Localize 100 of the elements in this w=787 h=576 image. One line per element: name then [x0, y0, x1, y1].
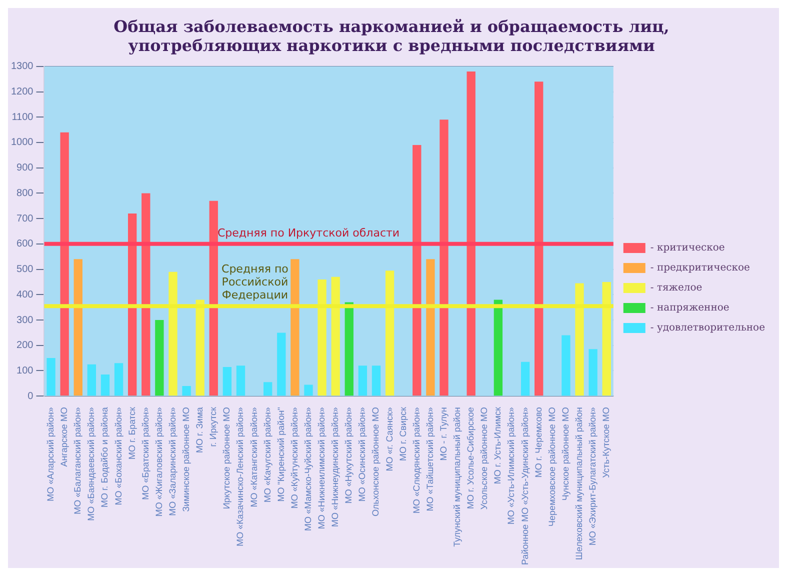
bar: [562, 335, 570, 396]
y-tick-label: 700: [16, 213, 34, 224]
x-tick-label: Черемховское районное МО: [546, 407, 557, 526]
bar: [196, 300, 204, 396]
bar: [602, 282, 611, 396]
y-tick-label: 500: [16, 264, 34, 276]
bar: [318, 279, 326, 396]
x-tick-label: г. Иркутск: [208, 407, 218, 447]
x-tick-label: МО г. Зима: [194, 407, 205, 453]
bar: [385, 270, 394, 396]
x-tick-label: МО «Аларский район»: [46, 407, 56, 502]
x-tick-label: МО «Катангский район»: [248, 407, 259, 508]
bar: [74, 259, 82, 396]
x-tick-label: МО г. Усть-Илимск: [492, 407, 503, 484]
bar: [494, 300, 503, 396]
x-tick-label: МО «Качугский район»: [262, 407, 272, 502]
bar: [588, 349, 598, 396]
ref-line-label: Средняя по Иркутской области: [217, 226, 400, 240]
bar: [440, 120, 448, 396]
x-tick-label: МО г. Бодайбо и района: [100, 407, 110, 508]
y-tick-label: 900: [16, 162, 34, 174]
bar: [534, 82, 544, 396]
x-tick-label: МО «Эхирит-Булагатский район»: [588, 407, 598, 546]
bar: [344, 302, 354, 396]
x-tick-label: МО «Тайшетский район»: [424, 407, 435, 512]
bar: [60, 132, 69, 396]
x-tick-label: Ольхонское районное МО: [370, 407, 381, 516]
bar: [412, 145, 422, 396]
y-tick-label: 800: [16, 188, 34, 199]
ref-line-label: Средняя по Российской Федерации: [222, 262, 289, 302]
x-tick-label: МО «Балаганский район»: [72, 407, 83, 514]
bar: [466, 71, 476, 396]
x-tick-label: Усть-Кутское МО: [601, 407, 612, 478]
x-tick-label: МО г. Свирск: [398, 407, 408, 462]
x-tick-label: Зиминское районное МО: [181, 407, 192, 512]
legend-label: - напряженное: [650, 302, 730, 314]
x-tick-label: Ангарское МО: [59, 407, 70, 467]
x-tick-label: МО «Братский район»: [140, 407, 150, 500]
y-tick-label: 400: [16, 289, 34, 300]
bar: [114, 363, 124, 396]
x-tick-label: Усольское районное МО: [479, 407, 490, 510]
bar: [331, 276, 340, 396]
x-tick-label: МО «Баяндаевский район»: [86, 407, 96, 521]
y-tick-label: 1200: [10, 86, 34, 98]
x-tick-label: МО «Усть-Илимский район»: [506, 407, 516, 524]
bar: [358, 366, 368, 396]
bar: [372, 366, 381, 396]
bar: [236, 366, 246, 396]
y-tick-label: 300: [16, 314, 34, 326]
legend-label: - удовлетворительное: [650, 322, 766, 334]
y-tick-label: 200: [16, 340, 34, 352]
bar: [277, 332, 286, 396]
x-tick-label: МО «Слюдянский район»: [411, 407, 422, 514]
y-tick-label: 100: [16, 365, 34, 376]
x-tick-label: МО «Нукутский район»: [344, 407, 354, 504]
x-tick-label: МО «Мамско-Чуйский район»: [302, 407, 313, 531]
x-tick-label: МО «Нижнеилимский район»: [316, 407, 327, 530]
bar: [209, 200, 218, 396]
x-tick-label: Тулунский муниципальный район: [452, 407, 462, 547]
bar: [142, 193, 150, 396]
x-tick-label: МО г. Братск: [126, 407, 137, 460]
legend-label: - предкритическое: [650, 262, 750, 274]
y-tick-label: 600: [16, 238, 34, 250]
y-tick-label: 1000: [10, 137, 34, 148]
y-tick-label: 1100: [12, 112, 34, 123]
x-tick-label: МО «Осинский район»: [357, 407, 368, 502]
x-tick-label: МО «Куйтунский район»: [289, 407, 300, 509]
x-tick-label: МО "Киренский район": [276, 407, 286, 502]
bar: [575, 283, 584, 396]
bar: [426, 259, 435, 396]
bar: [100, 374, 110, 396]
x-tick-label: Иркутское районное МО: [222, 407, 232, 510]
bar: [168, 272, 178, 396]
bar: [222, 366, 232, 396]
x-tick-label: Чунское районное МО: [560, 407, 570, 501]
x-tick-label: МО «Жигаловский район»: [154, 407, 164, 517]
x-tick-label: МО «Боханский район»: [113, 407, 124, 506]
bar: [128, 214, 137, 396]
legend-label: - критическое: [650, 242, 725, 254]
bar: [290, 259, 300, 396]
y-tick-label: 0: [28, 390, 34, 402]
x-tick-label: МО г. Черемхово: [533, 407, 544, 478]
y-tick-label: 1300: [10, 61, 34, 72]
bar: [182, 386, 191, 396]
bar: [520, 362, 530, 396]
x-tick-label: Районное МО «Усть-Удинский район»: [520, 407, 530, 566]
bar: [87, 364, 96, 396]
bar: [304, 384, 313, 396]
x-tick-label: МО «Казачинско-Ленский район»: [235, 407, 246, 546]
x-tick-label: МО «Нижнеудинский район»: [330, 407, 340, 527]
x-tick-label: МО г. Усолье-Сибирское: [466, 407, 476, 510]
x-tick-label: Шелеховский муниципальный район: [574, 407, 584, 560]
x-tick-label: МО «г. Саянск»: [384, 407, 394, 472]
bar: [155, 320, 164, 396]
x-tick-label: МО «Заларинский район»: [167, 407, 178, 516]
bar: [46, 358, 56, 396]
chart-title: Общая заболеваемость наркоманией и обращаемость лиц, употребляющих наркотики с вредными последствиями: [114, 16, 670, 55]
x-tick-label: МО - г. Тулун: [438, 407, 448, 461]
bar: [264, 382, 272, 396]
legend-label: - тяжелое: [650, 282, 702, 294]
